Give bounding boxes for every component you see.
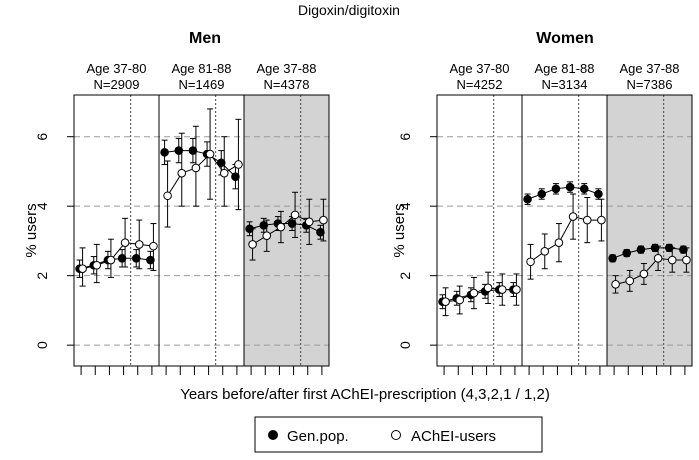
group-header-n-2: N=7386 bbox=[627, 77, 673, 92]
point-achei-0-4 bbox=[134, 240, 144, 249]
point-achei-2-3 bbox=[290, 210, 300, 220]
point-genpop-1-5 bbox=[231, 172, 240, 181]
point-genpop-1-2 bbox=[551, 184, 561, 194]
group-header-age-0: Age 37-80 bbox=[450, 61, 510, 76]
point-genpop-2-1 bbox=[259, 220, 269, 230]
point-genpop-1-4 bbox=[216, 158, 226, 168]
panel-women: 0 2 4 6 % users Women Age 37-80N=4252 Age 81-88… bbox=[391, 30, 693, 375]
point-achei-1-2 bbox=[554, 238, 564, 247]
point-genpop-1-4 bbox=[579, 184, 589, 194]
point-achei-2-1 bbox=[262, 231, 272, 241]
point-genpop-1-0 bbox=[160, 148, 169, 157]
point-genpop-0-5 bbox=[146, 255, 155, 265]
group-header-age-1: Age 81-88 bbox=[535, 61, 595, 76]
y-tick-label-3: 6 bbox=[34, 133, 50, 141]
point-achei-1-3 bbox=[568, 212, 578, 221]
legend: Gen.pop. AChEI-users bbox=[254, 416, 543, 453]
point-achei-0-2 bbox=[469, 288, 479, 298]
group-header-n-1: N=3134 bbox=[542, 77, 588, 92]
shaded-region-2 bbox=[244, 95, 329, 366]
point-genpop-2-5 bbox=[316, 227, 325, 237]
point-achei-2-1 bbox=[625, 276, 635, 286]
y-tick-label-3: 6 bbox=[397, 133, 413, 141]
group-header-age-1: Age 81-88 bbox=[172, 61, 232, 76]
y-tick-label-1: 2 bbox=[397, 272, 413, 280]
point-achei-2-4 bbox=[304, 217, 314, 227]
y-tick-label-1: 2 bbox=[34, 272, 50, 280]
point-achei-1-2 bbox=[191, 163, 201, 173]
legend-label-acheiusers: AChEI-users bbox=[411, 428, 496, 445]
point-achei-2-2 bbox=[276, 222, 286, 232]
y-tick-label-0: 0 bbox=[397, 341, 413, 349]
point-achei-1-0 bbox=[526, 257, 535, 267]
point-achei-1-5 bbox=[597, 215, 606, 225]
group-header-n-1: N=1469 bbox=[179, 77, 225, 92]
group-header-n-0: N=4252 bbox=[457, 77, 503, 92]
y-tick-label-2: 4 bbox=[397, 202, 413, 210]
legend-marker-acheiusers bbox=[391, 430, 401, 440]
point-achei-1-1 bbox=[540, 247, 550, 256]
point-genpop-0-4 bbox=[131, 253, 141, 263]
point-achei-2-2 bbox=[639, 269, 649, 279]
y-tick-label-0: 0 bbox=[34, 341, 50, 349]
point-achei-2-4 bbox=[667, 255, 677, 265]
group-header-age-2: Age 37-88 bbox=[257, 61, 317, 76]
point-genpop-2-3 bbox=[287, 219, 297, 228]
figure-title: Digoxin/digitoxin bbox=[298, 2, 400, 18]
point-genpop-1-3 bbox=[565, 182, 575, 192]
point-achei-0-1 bbox=[92, 260, 102, 270]
plot-frame bbox=[436, 94, 693, 367]
point-achei-1-1 bbox=[177, 168, 187, 178]
group-header-n-2: N=4378 bbox=[264, 77, 310, 92]
point-achei-2-5 bbox=[319, 215, 328, 225]
point-achei-0-3 bbox=[483, 283, 493, 293]
group-header-n-0: N=2909 bbox=[94, 77, 140, 92]
point-achei-2-3 bbox=[653, 253, 663, 263]
legend-label-gen-pop: Gen.pop. bbox=[287, 428, 349, 445]
point-genpop-2-2 bbox=[636, 245, 646, 254]
point-genpop-1-1 bbox=[174, 146, 184, 155]
point-achei-1-0 bbox=[163, 191, 172, 201]
point-achei-1-4 bbox=[582, 215, 592, 225]
y-axis-label: % users bbox=[23, 203, 40, 257]
point-genpop-1-5 bbox=[594, 189, 603, 199]
y-axis-label: % users bbox=[391, 203, 408, 257]
y-tick-label-2: 4 bbox=[34, 202, 50, 210]
point-achei-2-5 bbox=[682, 255, 691, 265]
point-achei-0-0 bbox=[78, 264, 87, 274]
shaded-region-2 bbox=[607, 95, 692, 366]
point-achei-0-1 bbox=[455, 295, 465, 305]
legend-marker-gen-pop bbox=[268, 430, 278, 440]
point-achei-1-5 bbox=[234, 160, 243, 169]
point-achei-1-4 bbox=[219, 168, 229, 178]
point-achei-2-0 bbox=[248, 240, 257, 249]
point-genpop-1-0 bbox=[523, 194, 532, 204]
point-achei-2-0 bbox=[611, 280, 620, 289]
group-header-age-2: Age 37-88 bbox=[620, 61, 680, 76]
point-achei-0-2 bbox=[106, 255, 116, 265]
group-header-age-0: Age 37-80 bbox=[87, 61, 147, 76]
series-line-1-1 bbox=[530, 216, 602, 263]
panel-title: Men bbox=[189, 30, 221, 47]
point-genpop-2-0 bbox=[608, 253, 617, 263]
point-genpop-1-2 bbox=[188, 146, 198, 155]
plot-frame bbox=[73, 94, 330, 367]
point-achei-1-3 bbox=[205, 149, 215, 159]
x-axis-label: Years before/after first AChEI-prescript… bbox=[180, 386, 550, 403]
point-achei-0-5 bbox=[149, 241, 158, 251]
point-achei-0-3 bbox=[120, 238, 130, 247]
panel-title: Women bbox=[536, 30, 593, 47]
point-genpop-1-1 bbox=[537, 189, 547, 199]
point-achei-0-4 bbox=[497, 285, 507, 294]
point-genpop-0-3 bbox=[117, 253, 127, 263]
point-achei-0-5 bbox=[512, 285, 521, 294]
point-achei-0-0 bbox=[441, 297, 450, 307]
point-genpop-2-1 bbox=[622, 248, 632, 258]
